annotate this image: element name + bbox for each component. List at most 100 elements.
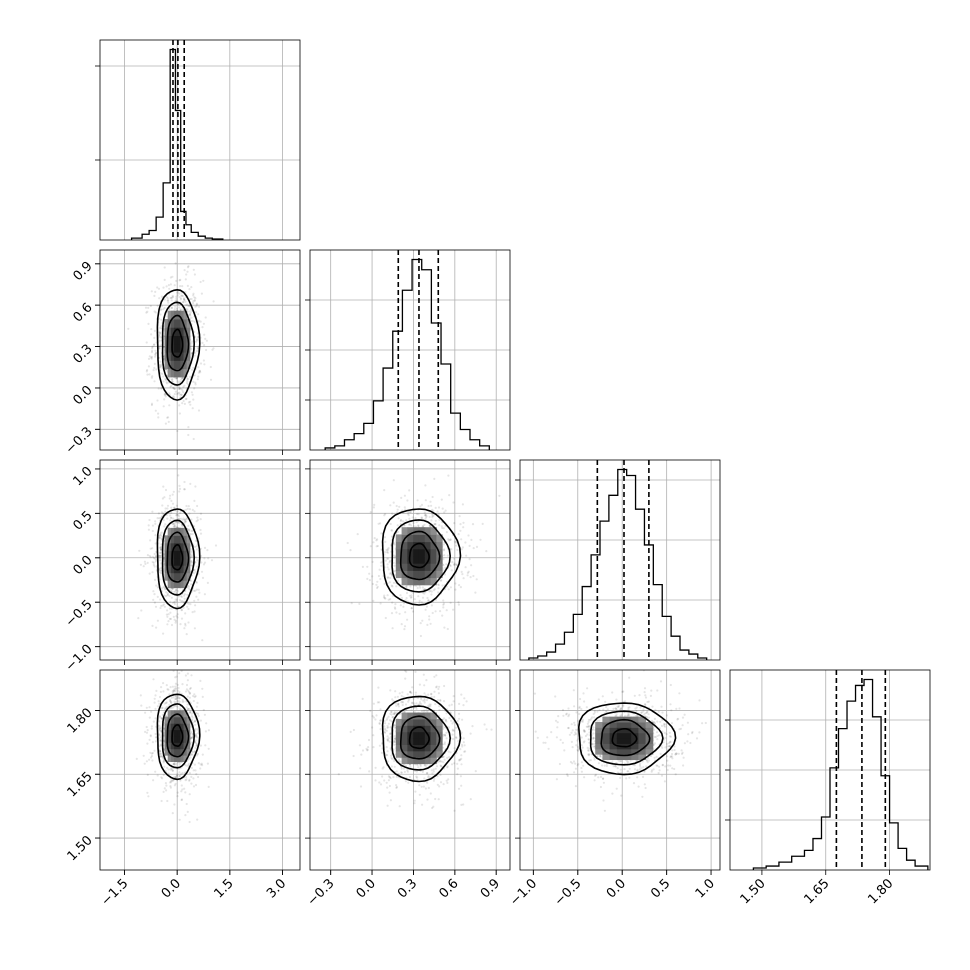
scatter-point [169, 785, 172, 788]
scatter-point [173, 387, 176, 391]
scatter-point [180, 517, 183, 520]
scatter-point [177, 392, 180, 395]
scatter-point [174, 689, 177, 692]
scatter-point [153, 578, 157, 582]
scatter-point [173, 763, 176, 766]
scatter-point [190, 348, 193, 351]
contour-line [408, 542, 430, 569]
scatter-point [150, 754, 154, 758]
scatter-point [436, 775, 439, 778]
scatter-point [468, 558, 471, 561]
density-cell [174, 755, 178, 762]
scatter-point [394, 573, 397, 577]
scatter-point [394, 737, 397, 740]
scatter-point [586, 722, 590, 725]
scatter-point [445, 737, 448, 740]
scatter-point [427, 599, 430, 602]
scatter-point [400, 771, 403, 774]
scatter-point [387, 775, 390, 778]
scatter-point [183, 597, 186, 600]
scatter-point [192, 785, 196, 788]
scatter-point [147, 524, 150, 527]
scatter-point [413, 802, 416, 805]
scatter-point [376, 580, 379, 583]
scatter-point [184, 278, 187, 281]
scatter-point [194, 732, 197, 736]
scatter-point [199, 679, 202, 683]
scatter-point [445, 779, 448, 782]
scatter-point [160, 511, 163, 514]
scatter-point [192, 268, 195, 271]
scatter-point [404, 677, 407, 680]
scatter-point [447, 778, 450, 781]
scatter-point [409, 690, 412, 693]
scatter-point [188, 711, 192, 714]
scatter-point [195, 595, 198, 598]
density-cell [436, 718, 443, 726]
scatter-point [402, 767, 405, 770]
scatter-point [174, 687, 178, 690]
scatter-point [190, 753, 193, 756]
scatter-point [395, 711, 399, 714]
scatter-point [472, 547, 475, 550]
scatter-point [372, 702, 375, 705]
scatter-point [424, 514, 428, 517]
scatter-point [383, 727, 387, 730]
scatter-point [426, 596, 429, 600]
scatter-point [383, 594, 386, 597]
scatter-point [197, 775, 200, 779]
scatter-point [201, 639, 204, 642]
scatter-point [185, 504, 188, 508]
scatter-point [172, 525, 175, 529]
scatter-point [158, 749, 162, 752]
scatter-point [189, 298, 192, 301]
scatter-point [157, 512, 160, 515]
scatter-point [157, 412, 160, 415]
scatter-point [184, 674, 187, 677]
scatter-point [170, 378, 173, 381]
panel-content [137, 474, 218, 642]
scatter-point [432, 589, 435, 592]
density-cell [430, 556, 437, 564]
scatter-point [147, 357, 151, 360]
density-cell [183, 735, 188, 743]
scatter-point [368, 579, 371, 582]
scatter-point [177, 689, 180, 692]
density-cell [177, 335, 181, 345]
scatter-point [166, 517, 169, 520]
scatter-point [366, 749, 369, 752]
scatter-point [148, 373, 151, 376]
scatter-point [438, 705, 441, 708]
density-cell [424, 527, 432, 535]
scatter-point [169, 276, 172, 279]
scatter-point [391, 601, 394, 604]
contour-line [166, 713, 190, 758]
scatter-point [463, 750, 466, 753]
scatter-point [178, 774, 181, 778]
scatter-point [372, 734, 375, 737]
scatter-point [152, 720, 155, 723]
scatter-point [188, 757, 191, 760]
scatter-point [464, 566, 467, 569]
scatter-point [187, 426, 190, 429]
density-cell [174, 335, 178, 345]
scatter-point [390, 710, 393, 713]
scatter-point [160, 587, 163, 590]
scatter-point [388, 784, 391, 788]
scatter-point [194, 539, 197, 542]
scatter-point [178, 279, 181, 282]
scatter-point [162, 760, 165, 763]
scatter-point [460, 757, 463, 760]
density-cell [401, 541, 408, 550]
scatter-point [199, 320, 202, 323]
scatter-point [151, 624, 154, 628]
scatter-point [152, 678, 155, 681]
density-cell [180, 542, 185, 551]
density-cell [164, 742, 169, 750]
scatter-point [182, 606, 185, 609]
scatter-point [417, 766, 420, 769]
scatter-point [421, 619, 424, 622]
scatter-point [359, 785, 363, 788]
scatter-point [405, 597, 408, 600]
scatter-point [165, 701, 168, 704]
